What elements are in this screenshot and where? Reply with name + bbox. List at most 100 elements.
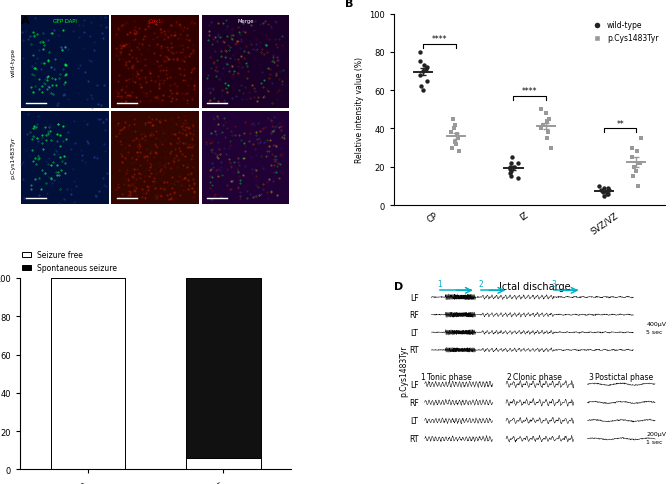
Point [417,68,428,76]
Text: RT: RT [409,346,419,355]
Point [627,173,638,181]
Point [603,186,614,194]
Text: 5 sec: 5 sec [646,329,663,334]
Text: 400μV: 400μV [646,321,667,326]
Bar [186,458,261,469]
Point [419,62,429,70]
Bar [21,16,109,109]
Point [542,129,553,137]
Point [451,141,462,149]
Text: A: A [21,16,30,27]
Point [448,116,459,123]
Bar [202,16,290,109]
Point [628,164,639,171]
Text: GFP DAPI: GFP DAPI [53,19,77,24]
Point [536,106,546,114]
Text: LF: LF [410,293,419,302]
Bar [112,112,199,205]
Text: 2: 2 [478,279,483,288]
Point [627,144,638,152]
Bar [50,278,125,469]
Point [602,184,613,192]
Text: LT: LT [411,416,419,425]
Bar [186,278,261,469]
Point [542,135,552,143]
Point [453,135,464,143]
Point [450,121,460,129]
Text: wild-type: wild-type [11,48,15,77]
Point [544,116,554,123]
Point [632,182,643,190]
Text: Cux1: Cux1 [149,19,163,24]
Text: B: B [345,0,353,9]
Point [509,164,520,171]
Legend: Seizure free, Spontaneous seizure: Seizure free, Spontaneous seizure [19,248,120,275]
Point [593,182,604,190]
Text: RF: RF [409,311,419,319]
Point [450,139,460,147]
Point [601,190,612,198]
Text: Tonic phase: Tonic phase [427,372,472,381]
Point [448,125,459,133]
Point [415,59,426,66]
Text: Clonic phase: Clonic phase [513,372,562,381]
Point [422,77,433,85]
Point [507,154,517,162]
Point [596,186,607,194]
Bar [21,112,109,205]
Point [416,83,427,91]
Point [603,190,614,198]
Y-axis label: Relative intensity value (%): Relative intensity value (%) [355,57,364,163]
Text: 1: 1 [437,279,442,288]
Point [513,160,523,167]
Point [505,173,516,181]
Text: ****: **** [522,87,538,96]
Text: LT: LT [411,328,419,337]
Point [415,49,425,57]
Bar [112,16,199,109]
Point [447,144,458,152]
Text: RT: RT [409,435,419,443]
Point [505,164,515,171]
Point [454,148,465,156]
Point [599,184,610,192]
Point [421,66,431,74]
Point [452,131,462,139]
Point [506,160,517,167]
Point [421,64,432,72]
Point [538,121,548,129]
Point [415,72,425,79]
Text: 3: 3 [552,279,556,288]
Point [626,154,637,162]
Point [536,123,546,131]
Text: D: D [394,281,403,291]
Point [631,167,642,175]
Point [636,135,646,143]
Text: 1 sec: 1 sec [646,439,663,444]
Text: ****: **** [431,35,447,44]
Point [513,175,523,183]
Text: Merge: Merge [238,19,254,24]
Point [506,167,517,175]
Text: 2: 2 [507,372,511,381]
Text: RF: RF [409,398,419,407]
Point [634,160,645,167]
Point [597,188,608,196]
Point [541,110,552,118]
Text: **: ** [616,119,624,128]
Text: 3: 3 [588,372,593,381]
Point [598,192,609,200]
Text: p.Cys1483Tyr: p.Cys1483Tyr [399,345,408,396]
Text: 200μV: 200μV [646,431,667,436]
Legend: wild-type, p.Cys1483Tyr: wild-type, p.Cys1483Tyr [586,18,661,46]
Point [505,166,516,173]
Point [536,125,546,133]
Text: 1: 1 [420,372,425,381]
Text: p.Cys1483Tyr: p.Cys1483Tyr [11,137,15,179]
Point [634,160,644,167]
Point [505,169,515,177]
Text: LF: LF [410,380,419,389]
Point [632,148,642,156]
Point [418,87,429,95]
Bar [50,278,125,469]
